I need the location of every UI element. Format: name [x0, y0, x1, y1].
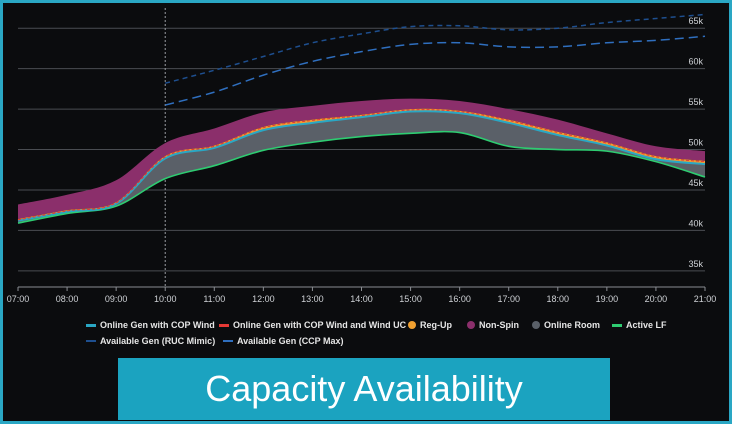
y-tick-label: 50k	[688, 138, 703, 148]
grid-lines	[17, 8, 706, 291]
x-tick-label: 15:00	[399, 294, 422, 304]
x-tick-label: 14:00	[350, 294, 373, 304]
legend-item[interactable]: Reg-Up	[408, 320, 452, 330]
legend-item[interactable]: Online Gen with COP Wind and Wind UC	[219, 320, 406, 330]
x-tick-label: 19:00	[596, 294, 619, 304]
x-tick-label: 09:00	[105, 294, 128, 304]
legend-item[interactable]: Active LF	[612, 320, 667, 330]
x-tick-label: 07:00	[7, 294, 30, 304]
x-tick-label: 17:00	[497, 294, 520, 304]
y-tick-label: 60k	[688, 57, 703, 67]
legend-dash-icon	[86, 340, 96, 342]
online-room-band	[18, 111, 705, 224]
x-tick-label: 12:00	[252, 294, 275, 304]
legend-item[interactable]: Available Gen (CCP Max)	[223, 336, 344, 346]
y-tick-label: 55k	[688, 97, 703, 107]
x-tick-label: 10:00	[154, 294, 177, 304]
legend-line-icon	[219, 323, 229, 327]
legend-item[interactable]: Online Room	[532, 320, 600, 330]
legend-label: Available Gen (RUC Mimic)	[100, 336, 216, 346]
x-tick-label: 11:00	[203, 294, 225, 304]
legend-label: Online Gen with COP Wind	[100, 320, 215, 330]
x-tick-label: 21:00	[694, 294, 717, 304]
online-gen-cop-wind-uc-line	[17, 109, 706, 221]
y-tick-label: 65k	[688, 16, 703, 26]
legend-label: Non-Spin	[479, 320, 519, 330]
caption-title: Capacity Availability	[118, 358, 610, 420]
y-tick-label: 45k	[688, 178, 703, 188]
legend-dot-icon	[532, 321, 540, 329]
legend-label: Online Room	[544, 320, 600, 330]
non-spin-band	[18, 98, 705, 220]
online-gen-cop-wind-line	[17, 110, 706, 222]
legend-dot-icon	[408, 321, 416, 329]
x-tick-label: 08:00	[56, 294, 79, 304]
x-tick-label: 16:00	[448, 294, 471, 304]
series-lines	[17, 13, 706, 224]
x-tick-label: 13:00	[301, 294, 324, 304]
available-gen-ruc-mimic-line	[165, 13, 706, 84]
y-tick-label: 40k	[688, 218, 703, 228]
x-tick-label: 18:00	[547, 294, 570, 304]
legend-item[interactable]: Available Gen (RUC Mimic)	[86, 336, 215, 346]
legend-item[interactable]: Online Gen with COP Wind	[86, 320, 215, 330]
legend-label: Active LF	[626, 320, 667, 330]
legend-label: Online Gen with COP Wind and Wind UC	[233, 320, 407, 330]
legend-line-icon	[86, 323, 96, 327]
available-gen-ccp-max-line	[165, 35, 706, 106]
active-lf-line	[17, 130, 706, 224]
y-tick-label: 35k	[688, 259, 703, 269]
legend-dash-icon	[223, 340, 233, 342]
x-tick-label: 20:00	[645, 294, 668, 304]
legend-dot-icon	[467, 321, 475, 329]
axis-labels: 35k 40k 45k 50k 55k 60k 65k 07:00 08:00 09:00 10:0…	[7, 16, 717, 304]
legend-label: Available Gen (CCP Max)	[237, 336, 344, 346]
legend-line-icon	[612, 323, 622, 327]
legend-item[interactable]: Non-Spin	[467, 320, 519, 330]
legend-label: Reg-Up	[420, 320, 452, 330]
